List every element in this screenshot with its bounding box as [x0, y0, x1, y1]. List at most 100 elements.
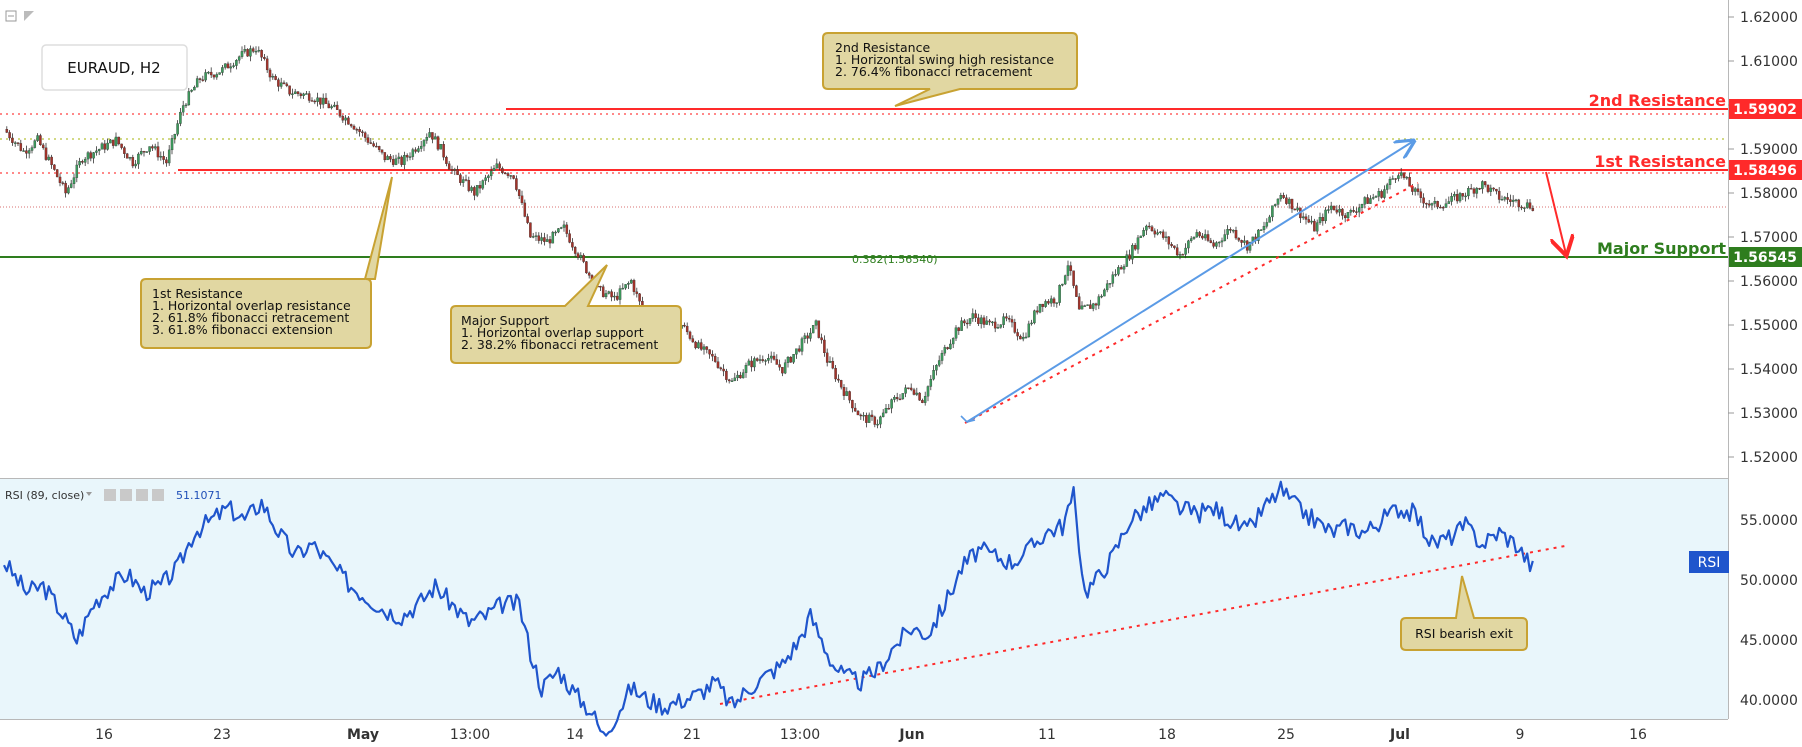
candle-body — [977, 317, 980, 324]
candle-body — [1318, 217, 1322, 223]
candle-body — [859, 414, 863, 417]
rsi-dropdown-icon[interactable] — [86, 492, 92, 496]
candle-body — [683, 324, 686, 327]
symbol-title: EURAUD, H2 — [67, 59, 160, 77]
candle-body — [223, 63, 227, 68]
candle-body — [162, 156, 165, 160]
candle-body — [1419, 191, 1423, 198]
candle-body — [893, 397, 896, 400]
candle-body — [263, 57, 266, 59]
candle-body — [33, 140, 37, 148]
candle-body — [30, 147, 34, 151]
candle-body — [386, 156, 389, 161]
candle-body — [1075, 285, 1078, 297]
rsi-add-icon[interactable] — [136, 489, 148, 501]
candle-body — [1520, 206, 1523, 209]
candle-body — [1198, 232, 1201, 237]
candle-body — [39, 135, 42, 146]
candle-body — [697, 342, 700, 349]
candle-body — [887, 408, 891, 410]
candle-body — [397, 156, 401, 159]
candle-body — [1044, 301, 1047, 307]
rsi-badge — [1689, 551, 1729, 573]
candle-body — [1164, 236, 1168, 238]
candle-body — [509, 175, 513, 177]
candle-body — [44, 147, 48, 160]
candle-body — [1030, 322, 1033, 325]
candle-body — [1002, 316, 1005, 325]
candle-body — [727, 379, 731, 382]
candle-body — [1114, 274, 1117, 276]
candle-body — [41, 144, 45, 148]
candle-body — [1005, 316, 1008, 319]
candle-body — [881, 412, 885, 418]
candle-body — [165, 159, 168, 164]
rsi-more-icon[interactable] — [152, 489, 164, 501]
candle-body — [153, 146, 157, 149]
candle-body — [302, 93, 305, 96]
candle-body — [25, 150, 28, 154]
candle-body — [1170, 244, 1173, 247]
candle-body — [265, 58, 269, 71]
rsi-settings-icon[interactable] — [120, 489, 132, 501]
candle-body — [949, 343, 952, 350]
rsi-visibility-icon[interactable] — [104, 489, 116, 501]
candle-body — [422, 140, 426, 147]
candle-body — [1475, 188, 1479, 194]
candle-body — [1220, 240, 1224, 243]
candle-body — [86, 152, 90, 160]
candle-body — [708, 349, 711, 355]
candle-body — [873, 416, 877, 425]
candle-body — [209, 71, 213, 76]
candle-body — [1511, 199, 1515, 202]
candle-body — [716, 361, 720, 368]
candle-body — [739, 374, 742, 379]
candle-body — [1509, 199, 1512, 202]
callout-rsi-bearish-exit-text: RSI bearish exit — [1415, 626, 1513, 641]
candle-body — [831, 361, 835, 369]
candle-body — [201, 79, 205, 81]
candle-body — [198, 78, 202, 80]
candle-body — [979, 317, 983, 324]
symbol-box[interactable]: EURAUD, H2 — [41, 44, 188, 91]
price-tick-label: 1.52000 — [1740, 450, 1798, 466]
flag-icon[interactable] — [24, 11, 34, 21]
price-tag-major-support-text: 1.56545 — [1733, 250, 1797, 266]
callout-1st-resistance: 1st Resistance 1. Horizontal overlap resi… — [140, 176, 393, 349]
candle-body — [307, 93, 311, 101]
candle-body — [330, 106, 333, 109]
time-tick-label: Jul — [1389, 727, 1410, 743]
candle-body — [212, 74, 216, 78]
candle-body — [229, 66, 233, 69]
candle-body — [803, 335, 807, 339]
candle-body — [1223, 234, 1227, 241]
candle-body — [487, 175, 490, 178]
candle-body — [963, 320, 966, 324]
candle-body — [369, 142, 373, 144]
candle-body — [1203, 234, 1207, 239]
candle-body — [1217, 241, 1221, 244]
candle-body — [1327, 209, 1330, 211]
candle-body — [22, 150, 25, 152]
time-tick-label: 21 — [683, 727, 701, 743]
candle-body — [1195, 232, 1199, 238]
candle-body — [380, 149, 384, 153]
candle-body — [473, 187, 476, 196]
candle-body — [1352, 210, 1355, 212]
candle-body — [417, 148, 420, 152]
candle-body — [702, 346, 706, 350]
candle-body — [1503, 197, 1507, 200]
candle-body — [237, 56, 241, 61]
candle-body — [145, 151, 149, 153]
candle-body — [254, 50, 258, 53]
collapse-icon[interactable] — [5, 10, 17, 22]
candle-body — [11, 137, 14, 143]
candle-body — [338, 109, 342, 117]
candle-body — [1433, 201, 1437, 204]
candle-body — [1413, 188, 1417, 192]
candle-body — [1296, 207, 1299, 211]
candle-body — [618, 288, 622, 300]
candle-body — [109, 139, 112, 144]
price-tick-label: 1.62000 — [1740, 10, 1798, 26]
